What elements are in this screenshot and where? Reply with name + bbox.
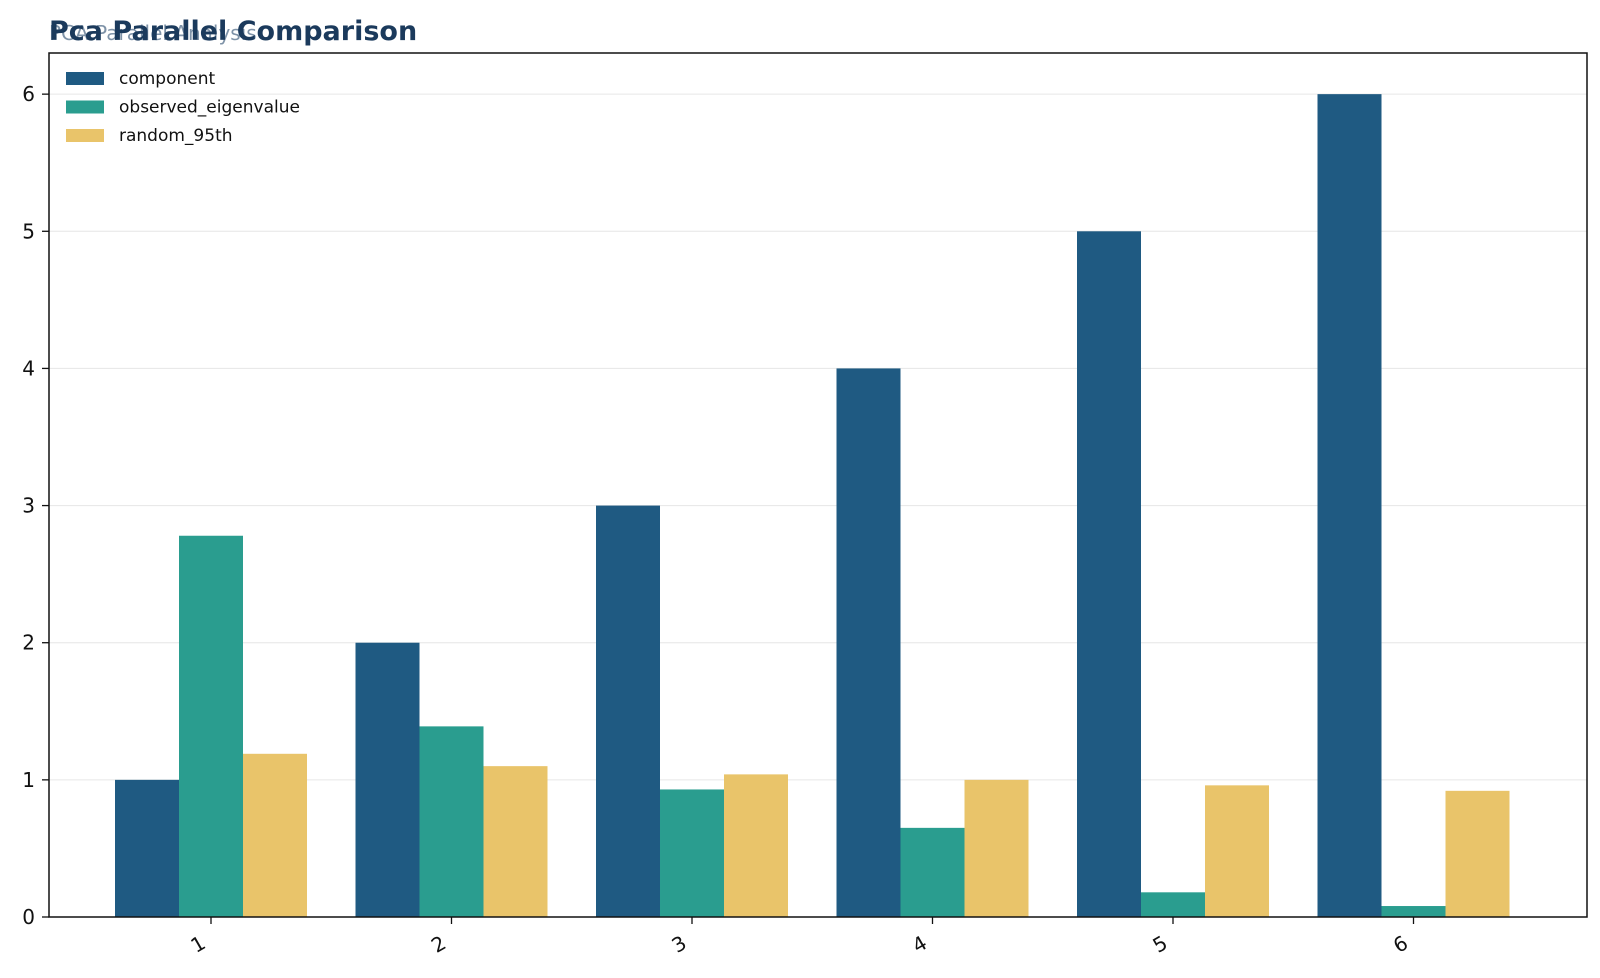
bar-random_95th-5 (1205, 785, 1269, 917)
plot-frame (48, 52, 1588, 918)
legend-swatch-observed_eigenvalue (66, 100, 104, 114)
y-tick-label: 2 (22, 631, 35, 655)
chart-title: Pca Parallel Comparison (49, 16, 417, 47)
y-tick-label: 3 (22, 494, 35, 518)
bar-observed_eigenvalue-6 (1381, 906, 1446, 917)
legend-swatch-component (66, 72, 104, 85)
y-tick-label: 4 (22, 356, 35, 380)
bar-component-6 (1317, 94, 1382, 917)
y-tick-label: 1 (22, 768, 35, 792)
bar-observed_eigenvalue-5 (1141, 892, 1205, 917)
bar-random_95th-1 (243, 753, 307, 917)
legend-swatch-random_95th (66, 129, 104, 142)
bar-component-1 (115, 779, 179, 917)
x-tick-label: 4 (908, 931, 931, 958)
bar-component-3 (596, 505, 660, 917)
legend: component observed_eigenvalue random_95th (66, 69, 300, 146)
y-tick-label: 5 (22, 219, 35, 243)
bar-component-4 (836, 368, 901, 917)
bar-observed_eigenvalue-3 (660, 789, 724, 917)
x-tick-label: 5 (1148, 931, 1171, 958)
bar-random_95th-2 (483, 766, 548, 917)
bar-component-5 (1077, 231, 1141, 918)
bar-random_95th-4 (964, 779, 1029, 917)
y-tick-label: 0 (22, 905, 35, 929)
y-tick-label: 6 (22, 82, 35, 106)
bar-observed_eigenvalue-2 (419, 726, 484, 917)
bar-random_95th-6 (1445, 790, 1510, 917)
x-tick-label: 3 (667, 931, 690, 958)
bar-observed_eigenvalue-4 (900, 827, 965, 917)
x-tick-label: 6 (1389, 931, 1412, 958)
x-tick-label: 2 (427, 931, 450, 958)
chart-subtitle: PCA Parallel Analysis (49, 21, 257, 45)
bar-random_95th-3 (724, 774, 788, 917)
x-tick-label: 1 (186, 931, 209, 958)
legend-label-component: component (119, 69, 216, 89)
bar-observed_eigenvalue-1 (179, 535, 243, 917)
bar-component-2 (355, 642, 420, 917)
legend-label-random_95th: random_95th (119, 126, 233, 146)
bars (115, 94, 1510, 918)
legend-label-observed_eigenvalue: observed_eigenvalue (119, 98, 300, 118)
